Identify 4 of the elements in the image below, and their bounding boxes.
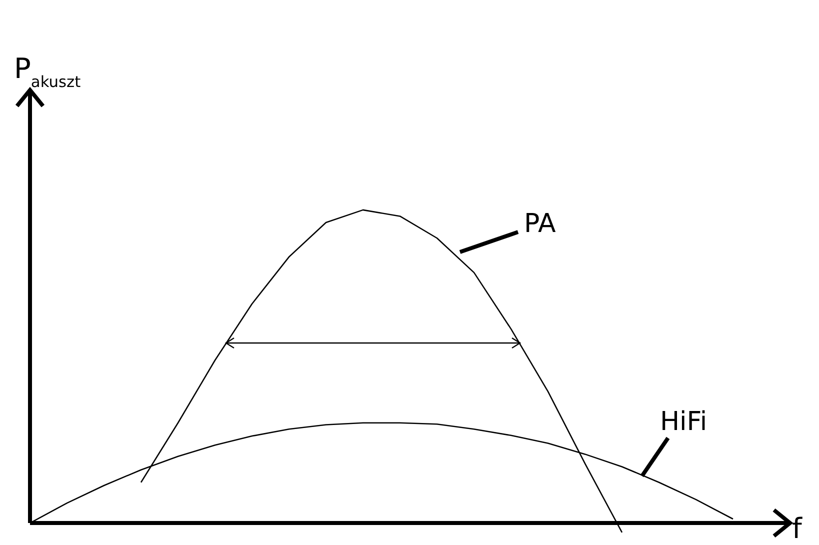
series-label: HiFi: [660, 407, 708, 437]
legend-label: PA: [524, 209, 556, 239]
y-axis-title: P$_{akuszt}$: [14, 52, 81, 91]
x-axis-title: f: [792, 512, 803, 545]
